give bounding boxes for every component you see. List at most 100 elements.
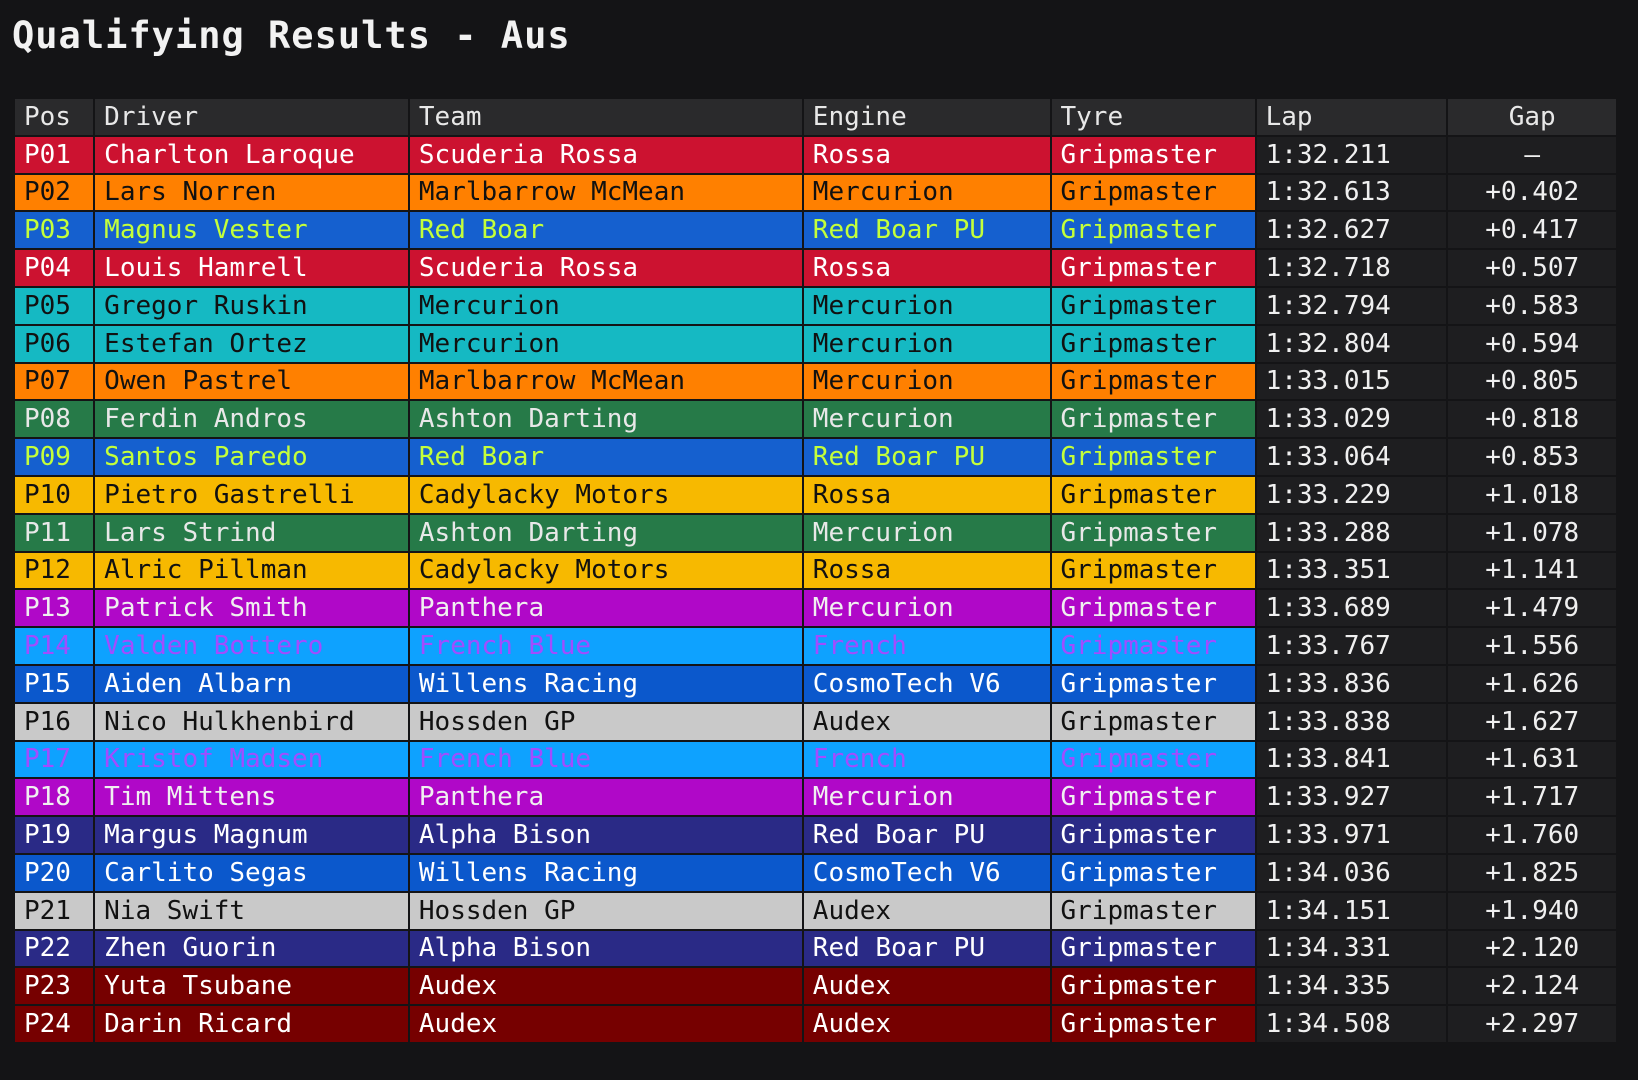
cell: Magnus Vester [95, 212, 408, 251]
cell: 1:33.029 [1256, 401, 1447, 440]
cell: Hossden GP [409, 892, 802, 931]
column-header: Pos [15, 99, 94, 137]
cell: Panthera [409, 779, 802, 818]
cell: 1:34.036 [1256, 854, 1447, 893]
result-row: P07 Owen Pastrel Marlbarrow McMean Mercurio… [15, 363, 1616, 402]
cell: P03 [15, 212, 94, 251]
cell: Audex [803, 1006, 1050, 1044]
cell: Gripmaster [1051, 741, 1255, 780]
cell: Audex [409, 968, 802, 1007]
cell: Zhen Guorin [95, 930, 408, 969]
result-row: P20 Carlito Segas Willens Racing CosmoTech … [15, 854, 1616, 893]
cell: 1:34.331 [1256, 930, 1447, 969]
result-row: P15 Aiden Albarn Willens Racing CosmoTech V… [15, 665, 1616, 704]
result-row: P08 Ferdin Andros Ashton Darting Mercurion G… [15, 401, 1616, 440]
cell: Cadylacky Motors [409, 476, 802, 515]
cell: +0.805 [1448, 363, 1616, 402]
result-row: P11 Lars Strind Ashton Darting Mercurion Gri… [15, 514, 1616, 553]
cell: Red Boar [409, 212, 802, 251]
cell: Gripmaster [1051, 968, 1255, 1007]
cell: P02 [15, 174, 94, 213]
cell: Marlbarrow McMean [409, 174, 802, 213]
cell: Scuderia Rossa [409, 250, 802, 288]
result-row: P10 Pietro Gastrelli Cadylacky Motors Rossa… [15, 476, 1616, 515]
cell: 1:32.627 [1256, 212, 1447, 251]
cell: Louis Hamrell [95, 250, 408, 288]
result-row: P12 Alric Pillman Cadylacky Motors Rossa Gri… [15, 552, 1616, 591]
cell: 1:32.804 [1256, 325, 1447, 364]
title: Qualifying Results - Aus [12, 14, 571, 57]
cell: Hossden GP [409, 703, 802, 742]
cell: Aiden Albarn [95, 665, 408, 704]
cell: 1:33.836 [1256, 665, 1447, 704]
cell: +2.120 [1448, 930, 1616, 969]
cell: Lars Strind [95, 514, 408, 553]
cell: Gripmaster [1051, 552, 1255, 591]
cell: French [803, 628, 1050, 666]
cell: Gripmaster [1051, 287, 1255, 326]
cell: 1:34.508 [1256, 1006, 1447, 1044]
cell: Red Boar PU [803, 817, 1050, 855]
cell: P24 [15, 1006, 94, 1044]
cell: +1.760 [1448, 817, 1616, 855]
cell: Gripmaster [1051, 703, 1255, 742]
cell: +1.078 [1448, 514, 1616, 553]
cell: Estefan Ortez [95, 325, 408, 364]
cell: Panthera [409, 590, 802, 629]
cell: Gripmaster [1051, 854, 1255, 893]
result-row: P13 Patrick Smith Panthera Mercurion Gripmas… [15, 590, 1616, 629]
cell: Tim Mittens [95, 779, 408, 818]
cell: +1.825 [1448, 854, 1616, 893]
cell: +1.627 [1448, 703, 1616, 742]
cell: 1:34.151 [1256, 892, 1447, 931]
cell: Gripmaster [1051, 628, 1255, 666]
cell: Mercurion [409, 325, 802, 364]
cell: Charlton Laroque [95, 136, 408, 175]
result-row: P09 Santos Paredo Red Boar Red Boar PU Gripm… [15, 439, 1616, 477]
cell: 1:33.971 [1256, 817, 1447, 855]
cell: Gripmaster [1051, 779, 1255, 818]
cell: Mercurion [803, 779, 1050, 818]
result-row: P16 Nico Hulkhenbird Hossden GP Audex Gripma… [15, 703, 1616, 742]
cell: +0.818 [1448, 401, 1616, 440]
column-header: Lap [1256, 99, 1447, 137]
column-header: Engine [803, 99, 1050, 137]
cell: Red Boar PU [803, 212, 1050, 251]
result-row: P03 Magnus Vester Red Boar Red Boar PU Gripm… [15, 212, 1616, 251]
result-row: P24 Darin Ricard Audex Audex Gripmaster 1:34.… [15, 1006, 1616, 1044]
cell: Nico Hulkhenbird [95, 703, 408, 742]
cell: P04 [15, 250, 94, 288]
cell: CosmoTech V6 [803, 854, 1050, 893]
cell: Nia Swift [95, 892, 408, 931]
cell: Cadylacky Motors [409, 552, 802, 591]
cell: 1:33.351 [1256, 552, 1447, 591]
result-row: P01 Charlton Laroque Scuderia Rossa Rossa Gr… [15, 136, 1616, 175]
cell: Mercurion [409, 287, 802, 326]
cell: P13 [15, 590, 94, 629]
cell: +1.631 [1448, 741, 1616, 780]
cell: +1.940 [1448, 892, 1616, 931]
cell: Alpha Bison [409, 930, 802, 969]
cell: Margus Magnum [95, 817, 408, 855]
cell: Kristof Madsen [95, 741, 408, 780]
cell: P05 [15, 287, 94, 326]
cell: Gripmaster [1051, 514, 1255, 553]
cell: Carlito Segas [95, 854, 408, 893]
cell: P08 [15, 401, 94, 440]
cell: Gripmaster [1051, 439, 1255, 477]
cell: +0.853 [1448, 439, 1616, 477]
cell: Valden Bottero [95, 628, 408, 666]
cell: P14 [15, 628, 94, 666]
cell: Gripmaster [1051, 401, 1255, 440]
cell: 1:33.927 [1256, 779, 1447, 818]
cell: — [1448, 136, 1616, 175]
cell: Gripmaster [1051, 212, 1255, 251]
column-header: Driver [95, 99, 408, 137]
cell: Rossa [803, 552, 1050, 591]
result-row: P04 Louis Hamrell Scuderia Rossa Rossa Gripm… [15, 250, 1616, 288]
cell: +2.124 [1448, 968, 1616, 1007]
cell: Marlbarrow McMean [409, 363, 802, 402]
cell: Willens Racing [409, 854, 802, 893]
cell: Yuta Tsubane [95, 968, 408, 1007]
cell: Rossa [803, 250, 1050, 288]
